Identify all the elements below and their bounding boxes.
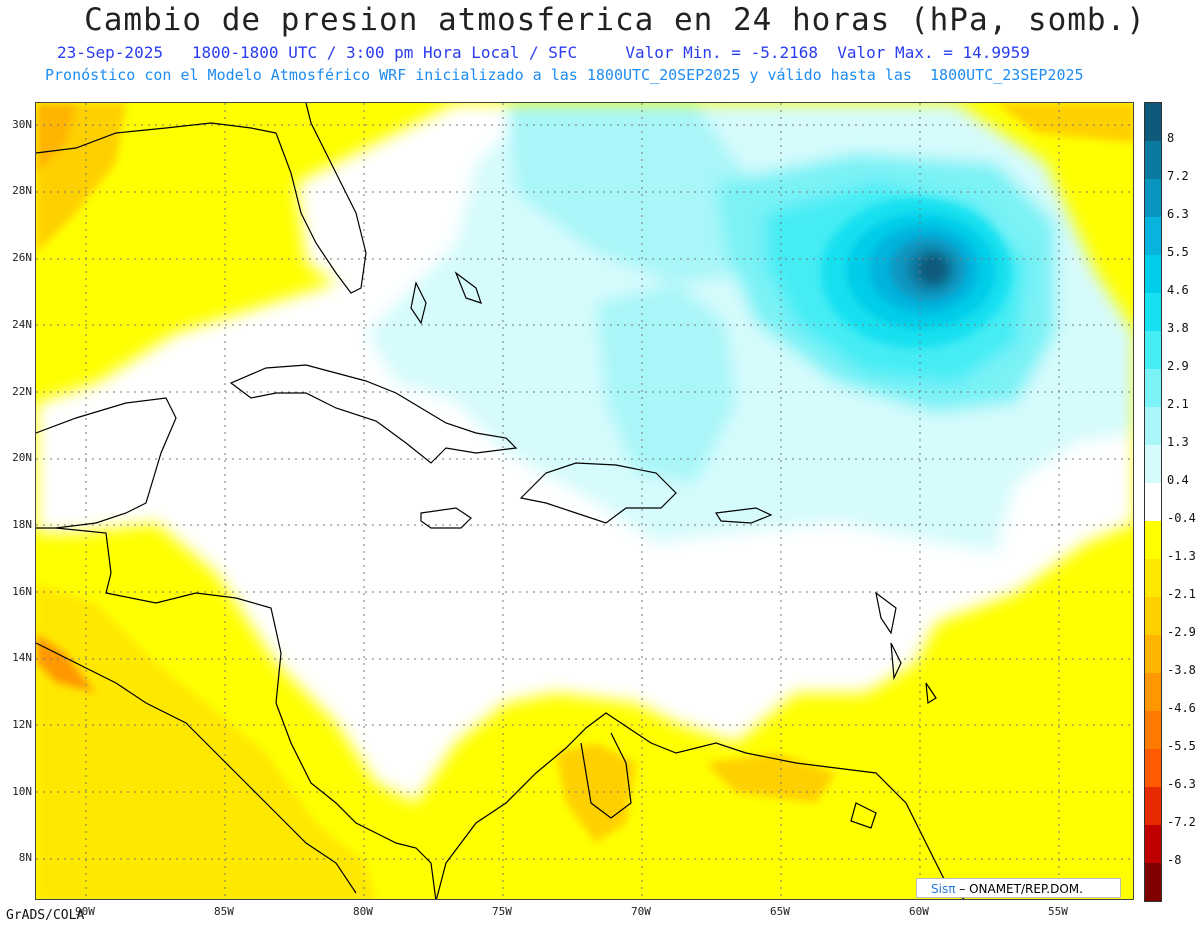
colorbar-label: -8 bbox=[1167, 853, 1182, 867]
lat-label: 22N bbox=[12, 385, 32, 398]
shading-central-america bbox=[36, 583, 376, 899]
florida-peninsula bbox=[275, 103, 367, 294]
shading-cyan-central bbox=[596, 283, 736, 483]
software-credit: GrADS/COLA bbox=[6, 908, 85, 923]
colorbar-swatch-10 bbox=[1145, 445, 1161, 483]
credit-text: – ONAMET/REP.DOM. bbox=[955, 882, 1083, 896]
lon-label: 90W bbox=[75, 905, 95, 918]
bahamas-eleuthera bbox=[454, 271, 482, 304]
lat-label: 20N bbox=[12, 451, 32, 464]
shading-low-core bbox=[919, 255, 947, 283]
lat-label: 18N bbox=[12, 518, 32, 531]
colorbar-swatch-1 bbox=[1145, 103, 1161, 141]
map-subtitle-model: Pronóstico con el Modelo Atmosférico WRF… bbox=[45, 66, 1084, 84]
hispaniola bbox=[519, 462, 677, 524]
lat-label: 16N bbox=[12, 585, 32, 598]
map-subtitle-time: 23-Sep-2025 1800-1800 UTC / 3:00 pm Hora… bbox=[57, 43, 1030, 62]
colorbar-swatch-12 bbox=[1145, 521, 1161, 559]
colorbar-swatch-3 bbox=[1145, 179, 1161, 217]
colorbar-swatch-21 bbox=[1145, 863, 1161, 901]
lon-label: 65W bbox=[770, 905, 790, 918]
colorbar-label: 6.3 bbox=[1167, 207, 1189, 221]
trinidad bbox=[850, 802, 877, 829]
lesser-antilles-b bbox=[890, 642, 902, 681]
colorbar-label: 2.9 bbox=[1167, 359, 1189, 373]
lon-label: 60W bbox=[909, 905, 929, 918]
jamaica bbox=[420, 507, 472, 529]
colorbar-label: -6.3 bbox=[1167, 777, 1196, 791]
graticule bbox=[36, 103, 1133, 899]
colorbar bbox=[1144, 102, 1162, 902]
colorbar-swatch-13 bbox=[1145, 559, 1161, 597]
lon-label: 85W bbox=[214, 905, 234, 918]
colorbar-swatch-8 bbox=[1145, 369, 1161, 407]
lat-label: 28N bbox=[12, 184, 32, 197]
colorbar-swatch-4 bbox=[1145, 217, 1161, 255]
colorbar-swatch-6 bbox=[1145, 293, 1161, 331]
colorbar-swatch-16 bbox=[1145, 673, 1161, 711]
colorbar-swatch-5 bbox=[1145, 255, 1161, 293]
yucatan-peninsula bbox=[36, 397, 177, 529]
colorbar-label: 3.8 bbox=[1167, 321, 1189, 335]
colorbar-swatch-11 bbox=[1145, 483, 1161, 521]
colorbar-swatch-19 bbox=[1145, 787, 1161, 825]
sispi-logo: Sisπ bbox=[931, 882, 956, 896]
colorbar-swatch-15 bbox=[1145, 635, 1161, 673]
lon-label: 55W bbox=[1048, 905, 1068, 918]
colorbar-swatch-14 bbox=[1145, 597, 1161, 635]
lat-label: 8N bbox=[18, 851, 32, 864]
central-america-pacific-coast bbox=[36, 642, 357, 894]
lake-maracaibo bbox=[580, 732, 632, 819]
shading-orange-northeast bbox=[996, 103, 1133, 143]
puerto-rico bbox=[714, 507, 773, 524]
map-title: Cambio de presion atmosferica en 24 hora… bbox=[84, 2, 1146, 38]
colorbar-label: -3.8 bbox=[1167, 663, 1196, 677]
colorbar-label: 0.4 bbox=[1167, 473, 1189, 487]
shading-orange-guatemala bbox=[36, 633, 96, 693]
colorbar-swatch-18 bbox=[1145, 749, 1161, 787]
lon-label: 75W bbox=[492, 905, 512, 918]
lon-label: 70W bbox=[631, 905, 651, 918]
colorbar-swatch-17 bbox=[1145, 711, 1161, 749]
colorbar-label: -1.3 bbox=[1167, 549, 1196, 563]
lat-label: 10N bbox=[12, 785, 32, 798]
barbados bbox=[925, 682, 937, 705]
central-america-caribbean-coast bbox=[55, 527, 437, 899]
colorbar-label: -0.4 bbox=[1167, 511, 1196, 525]
bahamas-andros bbox=[410, 281, 427, 325]
colorbar-swatch-20 bbox=[1145, 825, 1161, 863]
colorbar-swatch-7 bbox=[1145, 331, 1161, 369]
colorbar-label: -2.1 bbox=[1167, 587, 1196, 601]
pressure-change-map bbox=[35, 102, 1134, 900]
colorbar-label: 2.1 bbox=[1167, 397, 1189, 411]
colorbar-swatch-2 bbox=[1145, 141, 1161, 179]
shading-orange-coast bbox=[706, 753, 836, 803]
credit-box: Sisπ – ONAMET/REP.DOM. bbox=[916, 878, 1121, 898]
colorbar-label: 5.5 bbox=[1167, 245, 1189, 259]
lesser-antilles-a bbox=[875, 591, 897, 635]
shading-cyan-north bbox=[506, 103, 796, 283]
colorbar-label: -2.9 bbox=[1167, 625, 1196, 639]
coastlines bbox=[36, 103, 965, 899]
colorbar-label: 4.6 bbox=[1167, 283, 1189, 297]
cuba bbox=[229, 364, 518, 464]
shading-orange-venezuela bbox=[556, 743, 636, 843]
map-canvas bbox=[36, 103, 1133, 899]
shading-dark-orange-northwest bbox=[36, 103, 76, 173]
colorbar-label: -5.5 bbox=[1167, 739, 1196, 753]
colorbar-label: 8 bbox=[1167, 131, 1175, 145]
lat-label: 24N bbox=[12, 318, 32, 331]
lat-label: 14N bbox=[12, 651, 32, 664]
gulf-coast-north bbox=[36, 122, 277, 154]
colorbar-swatch-9 bbox=[1145, 407, 1161, 445]
colorbar-label: 1.3 bbox=[1167, 435, 1189, 449]
colorbar-label: -4.6 bbox=[1167, 701, 1196, 715]
lat-label: 26N bbox=[12, 251, 32, 264]
colorbar-label: -7.2 bbox=[1167, 815, 1196, 829]
lat-label: 12N bbox=[12, 718, 32, 731]
lat-label: 30N bbox=[12, 118, 32, 131]
colorbar-label: 7.2 bbox=[1167, 169, 1189, 183]
lon-label: 80W bbox=[353, 905, 373, 918]
south-america-north-coast bbox=[435, 712, 965, 899]
